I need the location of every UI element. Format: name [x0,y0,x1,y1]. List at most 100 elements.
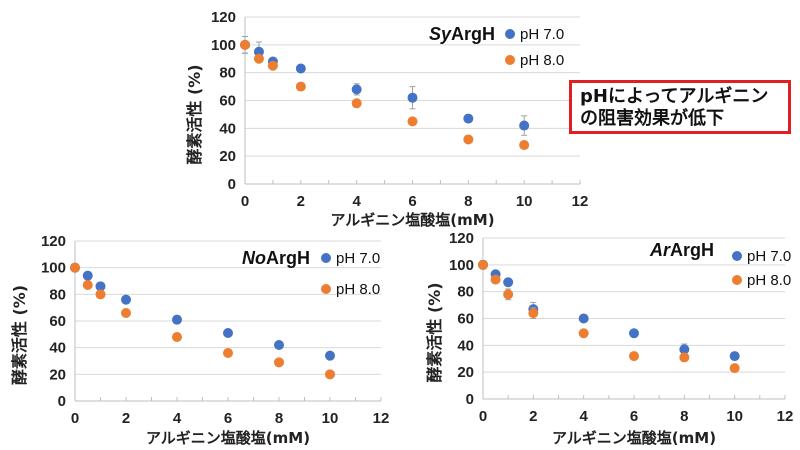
data-point [70,262,80,273]
x-tick-label: 4 [579,408,588,425]
data-point [679,352,690,363]
y-axis-label: 酵素活性 (%) [185,64,204,164]
data-point [351,84,362,95]
x-axis-label: アルギニン塩酸塩(mM) [330,211,494,229]
x-tick-label: 10 [322,410,339,427]
y-tick-label: 120 [211,9,236,26]
y-tick-label: 20 [457,364,474,381]
y-axis-label: 酵素活性 (%) [425,282,444,382]
callout-box: pHによってアルギニン の阻害効果が低下 [569,80,791,134]
data-point [519,140,530,151]
legend-label: pH 8.0 [520,52,564,69]
legend-marker [505,29,515,39]
chart-title: ArArgH [649,240,714,260]
x-tick-label: 12 [572,193,589,210]
series-pH-7.0 [70,262,335,361]
data-point [629,328,639,339]
x-tick-label: 2 [297,193,305,210]
data-point [407,116,418,127]
x-tick-label: 8 [680,408,688,425]
y-tick-label: 60 [457,311,474,328]
x-tick-label: 10 [516,193,533,210]
y-tick-label: 100 [449,257,474,274]
callout-line-1: pHによってアルギニン [580,86,769,107]
y-tick-label: 0 [228,176,236,193]
series-pH-8.0 [478,259,740,374]
legend-label: pH 7.0 [747,248,791,265]
y-tick-label: 120 [41,233,66,250]
data-point [407,92,418,103]
y-tick-label: 40 [49,340,66,357]
data-point [121,294,131,305]
callout-line-2: の阻害効果が低下 [580,108,724,129]
data-point [253,46,264,57]
data-point [172,314,182,325]
data-point [274,340,284,350]
y-axis-label: 酵素活性 (%) [10,285,29,385]
chart-title-italic: Sy [429,24,452,44]
x-tick-label: 0 [479,408,487,425]
data-point [223,328,233,338]
chart-sy: 0 20 40 60 80 100 120 0 2 4 6 8 10 12 アルギニン塩酸塩(mM) 酵素活性… [185,9,588,229]
x-tick-label: 2 [122,410,130,427]
data-point [351,98,362,109]
data-point [82,280,93,290]
data-point [679,344,690,355]
legend-label: pH 8.0 [336,281,380,298]
chart-title-rest: ArgH [451,24,495,44]
y-tick-label: 60 [49,313,66,330]
data-point [274,357,284,368]
chart-title: NoArgH [242,248,310,268]
x-axis-label: アルギニン塩酸塩(mM) [552,429,716,447]
y-tick-label: 0 [58,393,66,410]
chart-title-rest: ArgH [266,248,310,268]
data-point [528,308,539,319]
data-point [503,289,514,300]
data-point [490,274,501,285]
legend-marker [321,253,331,263]
y-tick-label: 80 [49,286,66,303]
x-tick-label: 6 [224,410,232,427]
data-point [478,259,488,270]
x-tick-label: 4 [352,193,361,210]
data-point [463,113,474,124]
legend-marker [732,275,742,285]
chart-no: 0 20 40 60 80 100 120 0 2 4 6 8 10 12 アルギニン塩酸塩(mM) 酵素活性… [10,233,389,447]
y-tick-label: 40 [219,120,236,137]
legend-marker [505,55,515,65]
y-tick-label: 100 [41,260,66,277]
legend-label: pH 7.0 [336,250,380,267]
chart-title-rest: ArgH [670,240,714,260]
x-tick-label: 10 [726,408,743,425]
x-tick-label: 4 [173,410,182,427]
data-point [82,270,93,281]
y-tick-label: 120 [449,230,474,247]
x-tick-label: 8 [275,410,283,427]
legend-marker [732,251,742,261]
data-point [578,328,589,339]
series-pH-8.0 [70,262,335,380]
data-point [295,63,306,74]
x-tick-label: 6 [630,408,638,425]
data-point [95,281,106,292]
data-point [729,351,740,362]
data-point [121,308,131,318]
x-tick-label: 6 [408,193,416,210]
data-point [729,363,740,374]
y-tick-label: 60 [219,93,236,110]
chart-title-italic: Ar [649,240,671,260]
x-tick-label: 0 [241,193,249,210]
legend-marker [321,284,331,294]
chart-ar: 0 20 40 60 80 100 120 0 2 4 6 8 10 12 アルギニン塩酸塩(mM) 酵素活性… [425,230,793,447]
x-tick-label: 12 [777,408,794,425]
legend-label: pH 7.0 [520,26,564,43]
data-point [267,60,278,71]
y-tick-label: 100 [211,37,236,54]
chart-title: SyArgH [429,24,495,44]
y-tick-label: 80 [457,284,474,301]
y-tick-label: 20 [49,366,66,383]
data-point [325,350,335,361]
x-tick-label: 0 [71,410,79,427]
data-point [463,134,474,145]
data-point [240,39,250,50]
